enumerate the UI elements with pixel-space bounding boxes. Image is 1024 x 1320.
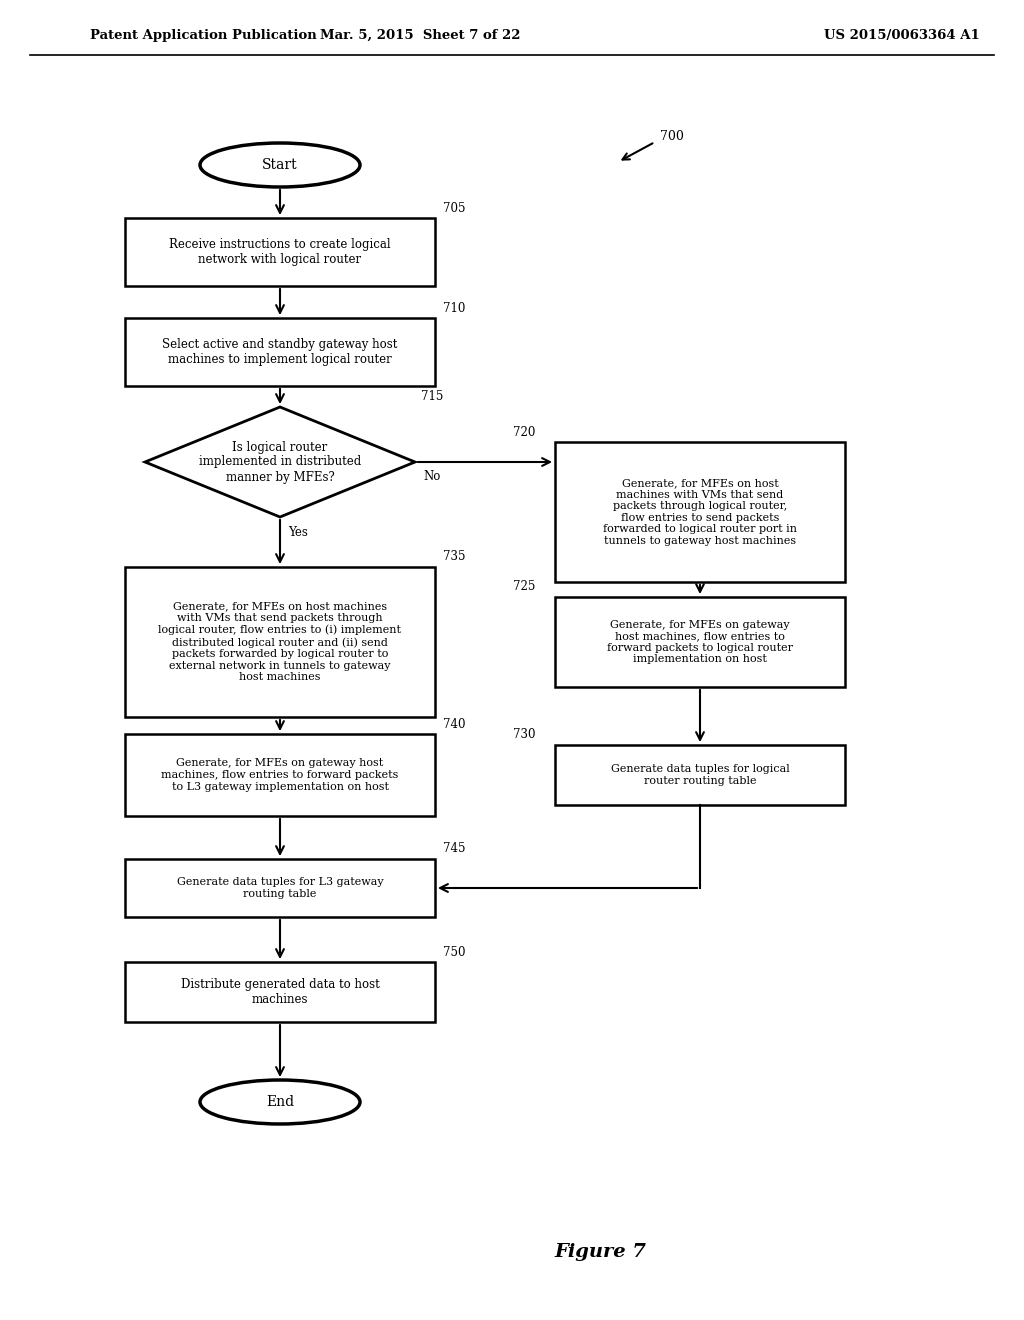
Text: 740: 740: [443, 718, 466, 730]
Text: Distribute generated data to host
machines: Distribute generated data to host machin…: [180, 978, 379, 1006]
Text: 715: 715: [421, 391, 443, 404]
Text: Start: Start: [262, 158, 298, 172]
FancyBboxPatch shape: [555, 744, 845, 805]
Polygon shape: [145, 407, 415, 517]
Ellipse shape: [200, 1080, 360, 1125]
FancyBboxPatch shape: [125, 568, 435, 717]
FancyBboxPatch shape: [125, 859, 435, 917]
Text: Yes: Yes: [288, 527, 308, 540]
Text: 720: 720: [513, 425, 536, 438]
FancyBboxPatch shape: [125, 962, 435, 1022]
Text: Generate, for MFEs on gateway
host machines, flow entries to
forward packets to : Generate, for MFEs on gateway host machi…: [607, 619, 793, 664]
Text: 735: 735: [443, 550, 466, 564]
Text: 730: 730: [513, 729, 536, 742]
Text: Mar. 5, 2015  Sheet 7 of 22: Mar. 5, 2015 Sheet 7 of 22: [319, 29, 520, 41]
Text: Patent Application Publication: Patent Application Publication: [90, 29, 316, 41]
Text: 725: 725: [513, 581, 536, 594]
Text: 700: 700: [660, 129, 684, 143]
Text: End: End: [266, 1096, 294, 1109]
Text: Figure 7: Figure 7: [554, 1243, 646, 1261]
Ellipse shape: [200, 143, 360, 187]
FancyBboxPatch shape: [125, 218, 435, 286]
Text: Generate, for MFEs on host
machines with VMs that send
packets through logical r: Generate, for MFEs on host machines with…: [603, 478, 797, 546]
FancyBboxPatch shape: [125, 318, 435, 385]
Text: 710: 710: [443, 301, 465, 314]
FancyBboxPatch shape: [555, 597, 845, 686]
Text: Generate, for MFEs on gateway host
machines, flow entries to forward packets
to : Generate, for MFEs on gateway host machi…: [162, 759, 398, 792]
Text: Generate, for MFEs on host machines
with VMs that send packets through
logical r: Generate, for MFEs on host machines with…: [159, 602, 401, 682]
Text: 750: 750: [443, 945, 466, 958]
Text: Select active and standby gateway host
machines to implement logical router: Select active and standby gateway host m…: [163, 338, 397, 366]
Text: Is logical router
implemented in distributed
manner by MFEs?: Is logical router implemented in distrib…: [199, 441, 361, 483]
Text: 745: 745: [443, 842, 466, 855]
Text: Receive instructions to create logical
network with logical router: Receive instructions to create logical n…: [169, 238, 391, 267]
Text: No: No: [423, 470, 440, 483]
FancyBboxPatch shape: [555, 442, 845, 582]
FancyBboxPatch shape: [125, 734, 435, 816]
Text: Generate data tuples for L3 gateway
routing table: Generate data tuples for L3 gateway rout…: [177, 878, 383, 899]
Text: 705: 705: [443, 202, 466, 214]
Text: US 2015/0063364 A1: US 2015/0063364 A1: [824, 29, 980, 41]
Text: Generate data tuples for logical
router routing table: Generate data tuples for logical router …: [610, 764, 790, 785]
